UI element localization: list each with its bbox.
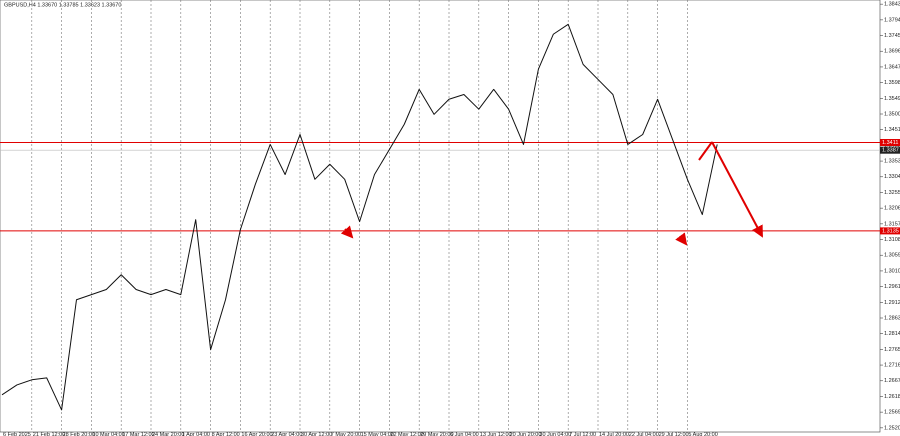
y-tick-label: 1.3647 [884,64,900,70]
x-tick-label: 10 Mar 04:00 [92,432,124,436]
y-tick-label: 1.2961 [884,284,900,290]
y-tick-label: 1.2667 [884,378,900,384]
x-tick-label: 20 Jun 20:00 [510,432,542,436]
y-tick-label: 1.3598 [884,80,900,86]
x-tick-label: 22 May 12:00 [390,432,423,436]
chart-title: GBPUSD,H4 1.33670 1.33785 1.33623 1.3367… [4,2,121,8]
x-tick-label: 29 May 20:00 [420,432,453,436]
price-tag [880,227,900,235]
y-tick-label: 1.3696 [884,49,900,55]
price-tag-label: 1.3387 [882,148,899,154]
y-tick-label: 1.3010 [884,268,900,274]
arrow [711,141,763,238]
y-tick-label: 1.3500 [884,111,900,117]
y-tick-label: 1.3157 [884,221,900,227]
price-line [1,23,718,411]
plot-area [0,0,881,433]
y-tick-label: 1.3255 [884,190,900,196]
x-tick-label: 21 Feb 12:00 [33,432,65,436]
y-tick-label: 1.2618 [884,394,900,400]
y-tick-label: 1.3843 [884,2,900,8]
y-tick-label: 1.2716 [884,363,900,369]
y-tick-label: 1.3059 [884,253,900,259]
x-tick-label: 16 Apr 20:00 [241,432,272,436]
x-tick-label: 22 Jul 04:00 [629,432,659,436]
y-tick-label: 1.3451 [884,127,900,133]
x-tick-label: 15 May 04:00 [361,432,394,436]
annotation-arrows [340,141,763,246]
x-tick-label: 5 Aug 20:00 [688,432,717,436]
y-tick-label: 1.2912 [884,300,900,306]
y-tick-label: 1.3549 [884,96,900,102]
y-tick-label: 1.2569 [884,410,900,416]
x-tick-label: 7 May 20:00 [331,432,361,436]
arrow [698,141,713,161]
y-tick-label: 1.3304 [884,174,900,180]
price-tag [880,139,900,147]
x-tick-label: 23 Apr 04:00 [271,432,302,436]
price-tag-label: 1.3411 [882,140,898,146]
price-tag-label: 1.3135 [882,228,899,234]
y-tick-label: 1.2520 [884,425,900,431]
x-tick-label: 8 Apr 12:00 [212,432,240,436]
arrow [675,232,688,246]
y-tick-label: 1.3206 [884,206,900,212]
x-tick-label: 30 Apr 12:00 [301,432,332,436]
x-tick-label: 7 Jul 12:00 [569,432,596,436]
x-tick-label: 14 Jul 20:00 [599,432,629,436]
y-tick-label: 1.2814 [884,331,900,337]
y-tick-label: 1.3745 [884,33,900,39]
y-tick-label: 1.3794 [884,17,900,23]
price-tag [880,146,900,154]
x-tick-label: 6 Jun 04:00 [450,432,479,436]
x-tick-label: 24 Mar 20:00 [152,432,184,436]
y-tick-label: 1.3108 [884,237,900,243]
x-tick-label: 17 Mar 12:00 [122,432,154,436]
x-tick-label: 1 Apr 04:00 [182,432,210,436]
y-tick-label: 1.3353 [884,159,900,165]
x-tick-label: 29 Jul 12:00 [659,432,689,436]
x-tick-label: 6 Feb 2025 [3,432,31,436]
arrow [340,225,354,239]
y-tick-label: 1.2765 [884,347,900,353]
x-tick-label: 28 Feb 20:00 [63,432,95,436]
y-tick-label: 1.2863 [884,315,900,321]
x-tick-label: 13 Jun 12:00 [480,432,512,436]
x-tick-label: 30 Jun 04:00 [539,432,571,436]
